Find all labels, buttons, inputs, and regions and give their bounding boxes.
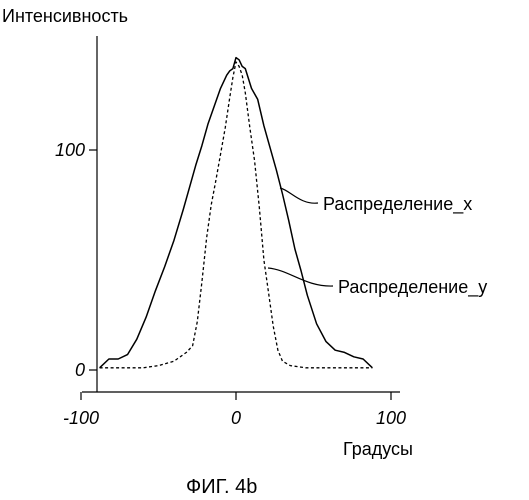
series-line-y <box>99 61 373 369</box>
x-tick-label: 100 <box>376 408 406 428</box>
y-tick-label: 100 <box>55 140 85 160</box>
x-ticks: -100 0 100 <box>63 392 406 428</box>
x-tick-label: -100 <box>63 408 99 428</box>
legend-label-y: Распределение_y <box>338 277 487 298</box>
series-line-x <box>99 56 373 369</box>
y-ticks: 0 100 <box>55 140 97 380</box>
leader-line-y <box>267 267 334 287</box>
y-axis-label: Интенсивность <box>2 6 128 26</box>
y-tick-label: 0 <box>75 360 85 380</box>
leader-line-x <box>279 187 319 204</box>
x-tick-label: 0 <box>231 408 241 428</box>
series-layer <box>99 56 373 369</box>
figure-caption: ФИГ. 4b <box>186 476 257 498</box>
x-axis-label: Градусы <box>343 439 413 459</box>
legend-label-x: Распределение_x <box>323 194 472 215</box>
